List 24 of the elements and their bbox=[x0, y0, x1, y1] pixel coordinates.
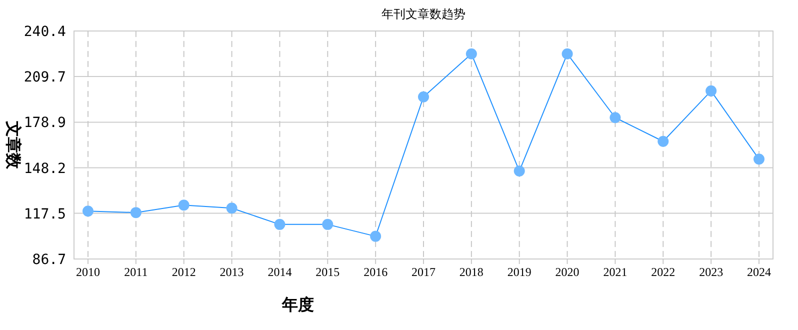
x-tick-label: 2013 bbox=[220, 265, 244, 279]
x-tick-label: 2014 bbox=[268, 265, 292, 279]
x-tick-label: 2024 bbox=[747, 265, 771, 279]
y-tick-label: 209.7 bbox=[24, 70, 66, 86]
x-tick-label: 2018 bbox=[459, 265, 484, 279]
x-tick-label: 2012 bbox=[172, 265, 196, 279]
y-tick-label: 86.7 bbox=[32, 252, 66, 268]
x-tick-label: 2015 bbox=[316, 265, 340, 279]
x-tick-label: 2020 bbox=[555, 265, 580, 279]
x-tick-label: 2010 bbox=[76, 265, 100, 279]
chart-title: 年刊文章数趋势 bbox=[382, 7, 466, 21]
y-tick-label: 240.4 bbox=[24, 24, 66, 40]
x-tick-label: 2022 bbox=[651, 265, 676, 279]
x-tick-label: 2021 bbox=[603, 265, 628, 279]
x-tick-label: 2019 bbox=[507, 265, 532, 279]
x-axis-title: 年度 bbox=[281, 295, 314, 314]
y-tick-label: 178.9 bbox=[24, 115, 66, 132]
y-tick-label: 148.2 bbox=[24, 160, 66, 177]
y-axis-title: 文章数 bbox=[4, 120, 23, 170]
x-tick-label: 2016 bbox=[364, 265, 388, 279]
x-tick-label: 2011 bbox=[124, 265, 148, 279]
x-tick-label: 2023 bbox=[699, 265, 724, 279]
x-tick-label: 2017 bbox=[412, 265, 436, 279]
y-tick-label: 117.5 bbox=[24, 206, 66, 222]
